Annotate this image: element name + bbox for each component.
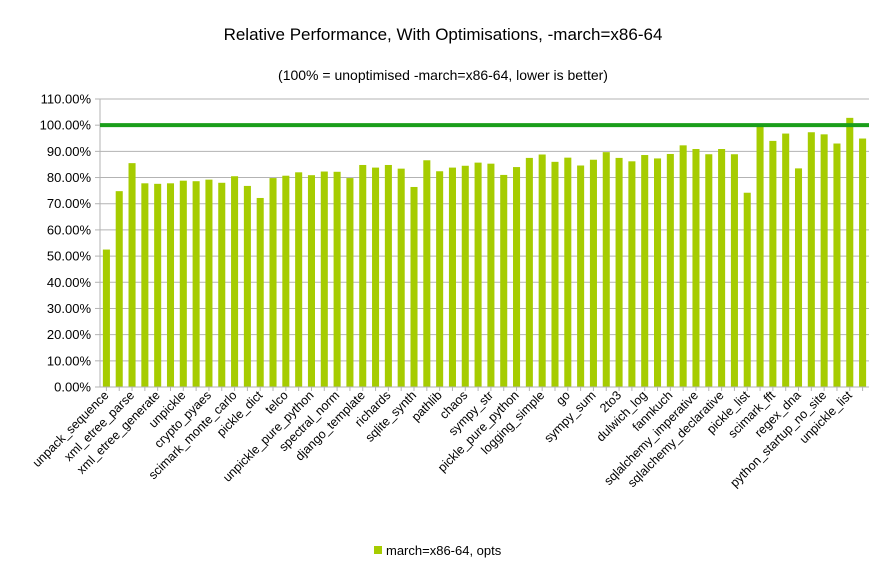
bar <box>333 171 341 387</box>
bar <box>679 145 687 387</box>
bar <box>282 175 290 387</box>
bar <box>115 191 123 387</box>
bar <box>218 182 226 387</box>
bar <box>641 155 649 387</box>
y-tick-label: 30.00% <box>47 301 92 316</box>
bar <box>231 176 239 387</box>
bar <box>577 165 585 387</box>
bar <box>807 132 815 387</box>
bar <box>128 163 136 387</box>
bar <box>307 175 315 387</box>
bars <box>102 117 867 388</box>
bar <box>666 153 674 387</box>
bar <box>141 183 149 387</box>
legend: march=x86-64, opts <box>374 543 502 558</box>
y-tick-label: 20.00% <box>47 327 92 342</box>
x-axis: unpack_sequencexml_etree_parsexml_etree_… <box>30 386 869 490</box>
bar <box>102 249 110 387</box>
bar <box>192 181 200 387</box>
y-tick-label: 90.00% <box>47 144 92 159</box>
bar <box>154 183 162 387</box>
chart-title: Relative Performance, With Optimisations… <box>224 25 663 44</box>
bar <box>730 154 738 387</box>
bar <box>179 180 187 387</box>
bar <box>602 152 610 387</box>
y-tick-label: 110.00% <box>41 92 92 107</box>
y-tick-label: 60.00% <box>47 222 92 237</box>
bar <box>769 140 777 387</box>
bar <box>166 183 175 387</box>
bar <box>384 164 392 387</box>
bar <box>756 125 764 387</box>
bar <box>833 143 841 387</box>
y-tick-label: 100.00% <box>40 118 92 133</box>
bar <box>743 192 751 387</box>
bar <box>295 172 303 387</box>
gridlines <box>100 98 869 388</box>
bar <box>846 117 854 388</box>
bar <box>782 133 790 387</box>
bar <box>359 164 367 387</box>
bar <box>410 186 418 387</box>
bar <box>448 167 456 387</box>
y-tick-label: 40.00% <box>47 275 92 290</box>
bar <box>654 158 662 387</box>
x-tick-label: go <box>553 388 573 408</box>
bar <box>269 178 277 387</box>
bar <box>718 149 726 387</box>
bar <box>320 171 328 387</box>
bar <box>372 167 380 387</box>
bar <box>820 134 828 387</box>
y-tick-label: 0.00% <box>54 380 91 395</box>
bar <box>500 174 508 387</box>
bar <box>513 167 521 387</box>
bar <box>525 157 533 387</box>
bar <box>461 165 469 387</box>
bar <box>397 168 405 387</box>
bar <box>551 161 559 387</box>
bar <box>564 157 572 387</box>
bar <box>346 178 354 387</box>
bar <box>692 149 700 387</box>
bar <box>705 154 713 387</box>
bar <box>628 161 636 387</box>
y-tick-label: 70.00% <box>47 196 92 211</box>
bar <box>859 138 867 387</box>
y-tick-label: 10.00% <box>47 353 92 368</box>
bar <box>474 162 482 387</box>
y-tick-label: 80.00% <box>47 170 92 185</box>
y-tick-label: 50.00% <box>47 249 92 264</box>
bar <box>487 163 495 387</box>
bar <box>423 160 431 387</box>
bar <box>794 168 803 387</box>
bar <box>615 157 623 387</box>
bar <box>205 179 213 387</box>
bar <box>243 185 251 387</box>
y-axis: 0.00% 10.00% 20.00% 30.00% 40.00% 50.00% 60.00… <box>40 92 101 395</box>
legend-swatch <box>374 546 382 554</box>
legend-label: march=x86-64, opts <box>386 543 502 558</box>
chart-subtitle: (100% = unoptimised -march=x86-64, lower… <box>278 67 608 83</box>
bar <box>589 159 597 387</box>
bar <box>538 154 546 387</box>
bar <box>436 171 444 387</box>
bar <box>256 197 264 387</box>
